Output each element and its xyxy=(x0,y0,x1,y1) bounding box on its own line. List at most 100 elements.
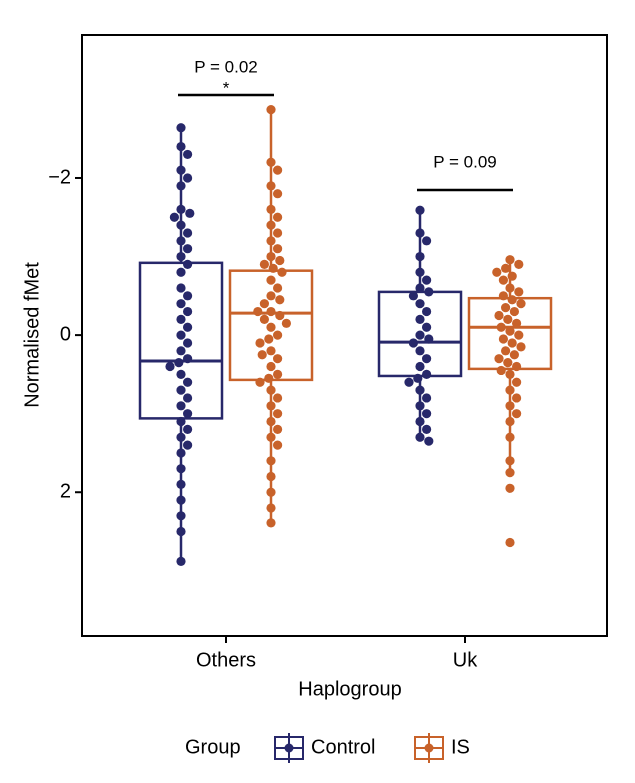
data-point xyxy=(183,259,193,270)
y-tick-label: 2 xyxy=(60,481,71,503)
data-point xyxy=(169,212,179,222)
data-point xyxy=(176,369,186,379)
data-point xyxy=(176,401,186,411)
data-point xyxy=(266,306,276,317)
data-point xyxy=(266,401,276,411)
data-point xyxy=(505,537,515,548)
data-point xyxy=(176,556,186,566)
data-point xyxy=(505,432,515,442)
data-point xyxy=(255,338,265,348)
data-point xyxy=(498,334,508,344)
data-point xyxy=(511,377,522,387)
data-point xyxy=(266,487,276,497)
data-point xyxy=(516,342,526,352)
data-point xyxy=(266,361,276,372)
data-point xyxy=(415,267,425,277)
data-point xyxy=(176,165,186,175)
data-point xyxy=(415,385,425,395)
data-point xyxy=(496,365,506,376)
significance-star: * xyxy=(223,78,230,97)
data-point xyxy=(503,314,513,324)
data-point xyxy=(415,205,425,215)
data-point xyxy=(505,456,515,466)
data-point xyxy=(424,436,434,446)
x-axis-label: Haplogroup xyxy=(298,678,401,700)
data-point xyxy=(176,251,186,262)
data-point xyxy=(176,141,186,152)
data-point xyxy=(176,479,186,489)
data-point xyxy=(505,401,515,411)
data-point xyxy=(266,291,276,301)
data-point xyxy=(498,275,508,285)
data-point xyxy=(507,271,517,281)
data-point xyxy=(505,416,515,427)
data-point xyxy=(176,330,186,340)
data-point xyxy=(266,251,276,262)
data-point xyxy=(176,236,186,246)
data-point xyxy=(494,310,504,321)
data-point xyxy=(273,369,283,379)
legend-key-dot xyxy=(284,743,294,753)
data-point xyxy=(176,314,186,324)
data-point xyxy=(415,361,425,372)
data-point xyxy=(176,220,186,230)
data-point xyxy=(266,456,276,466)
data-point xyxy=(266,204,276,215)
legend-label: IS xyxy=(451,736,470,758)
data-point xyxy=(176,464,186,474)
data-point xyxy=(183,393,193,403)
data-point xyxy=(259,314,269,324)
data-point xyxy=(415,314,425,324)
data-point xyxy=(408,291,418,301)
data-point xyxy=(176,495,186,505)
data-point xyxy=(509,306,519,317)
data-point xyxy=(501,346,511,356)
data-point xyxy=(514,287,524,297)
data-point xyxy=(505,483,515,493)
data-point xyxy=(503,358,513,368)
data-point xyxy=(266,220,276,230)
p-value: P = 0.02 xyxy=(194,57,258,76)
data-point xyxy=(415,346,425,356)
data-point xyxy=(415,251,425,262)
data-point xyxy=(165,361,175,372)
box xyxy=(138,261,224,420)
data-point xyxy=(266,471,276,482)
data-point xyxy=(273,354,283,364)
data-point xyxy=(183,338,193,348)
data-point xyxy=(492,267,502,277)
data-point xyxy=(176,448,186,458)
data-point xyxy=(176,283,186,293)
data-point xyxy=(275,255,285,266)
data-point xyxy=(273,409,283,419)
data-point xyxy=(266,518,276,528)
data-point xyxy=(422,354,432,364)
data-point xyxy=(404,377,414,387)
data-point xyxy=(264,373,274,383)
data-point xyxy=(176,123,186,133)
data-point xyxy=(183,424,193,434)
data-point xyxy=(176,432,186,442)
data-point xyxy=(266,322,276,332)
data-point xyxy=(185,208,195,218)
data-point xyxy=(422,369,432,379)
data-point xyxy=(273,393,283,403)
y-axis-label: Normalised fMet xyxy=(21,262,43,408)
data-point xyxy=(514,330,524,340)
data-point xyxy=(183,409,193,419)
data-point xyxy=(176,526,186,537)
legend-key-dot xyxy=(424,743,434,753)
data-point xyxy=(507,295,517,305)
data-point xyxy=(183,440,193,450)
legend-label: Control xyxy=(311,736,375,758)
data-point xyxy=(176,346,186,356)
data-point xyxy=(183,322,193,332)
data-point xyxy=(277,267,287,277)
data-point xyxy=(273,424,283,434)
p-value: P = 0.09 xyxy=(433,152,497,171)
data-point xyxy=(259,299,269,309)
data-point xyxy=(176,204,186,215)
data-point xyxy=(257,350,267,360)
data-point xyxy=(505,385,515,395)
